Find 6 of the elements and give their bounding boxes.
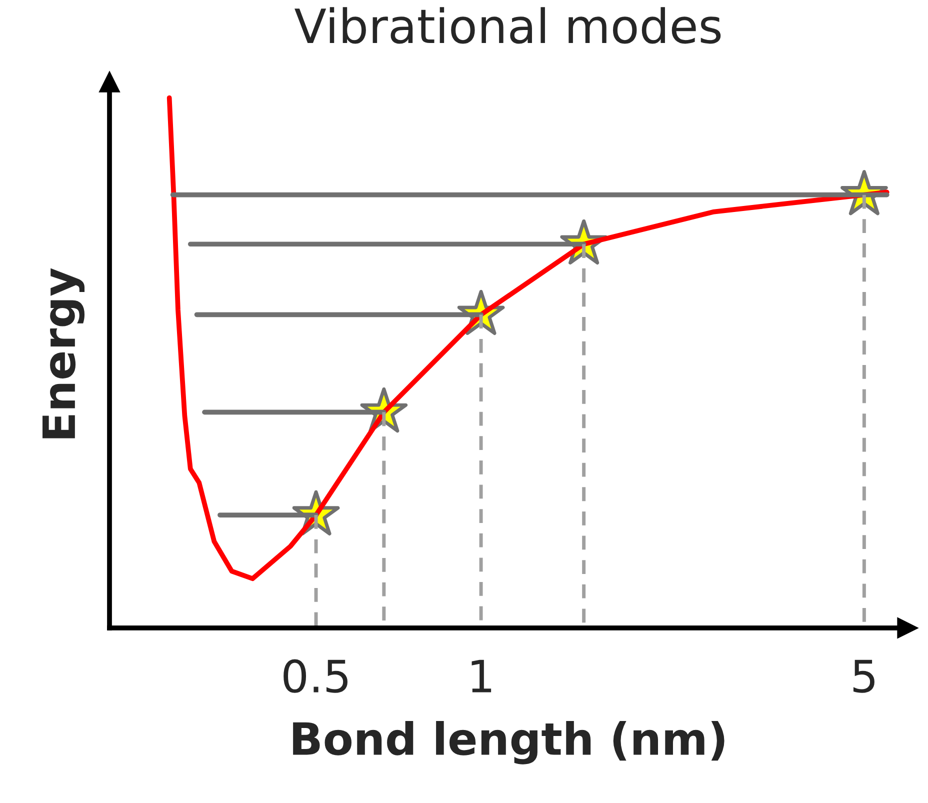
x-tick-label: 5 xyxy=(853,660,874,693)
x-tick-label: 0.5 xyxy=(284,659,348,693)
x-tick-label: 1 xyxy=(472,660,492,692)
x-axis-title: Bond length (nm) xyxy=(293,720,724,764)
y-axis-title: Energy xyxy=(42,268,85,438)
chart-title: Vibrational modes xyxy=(294,7,721,44)
